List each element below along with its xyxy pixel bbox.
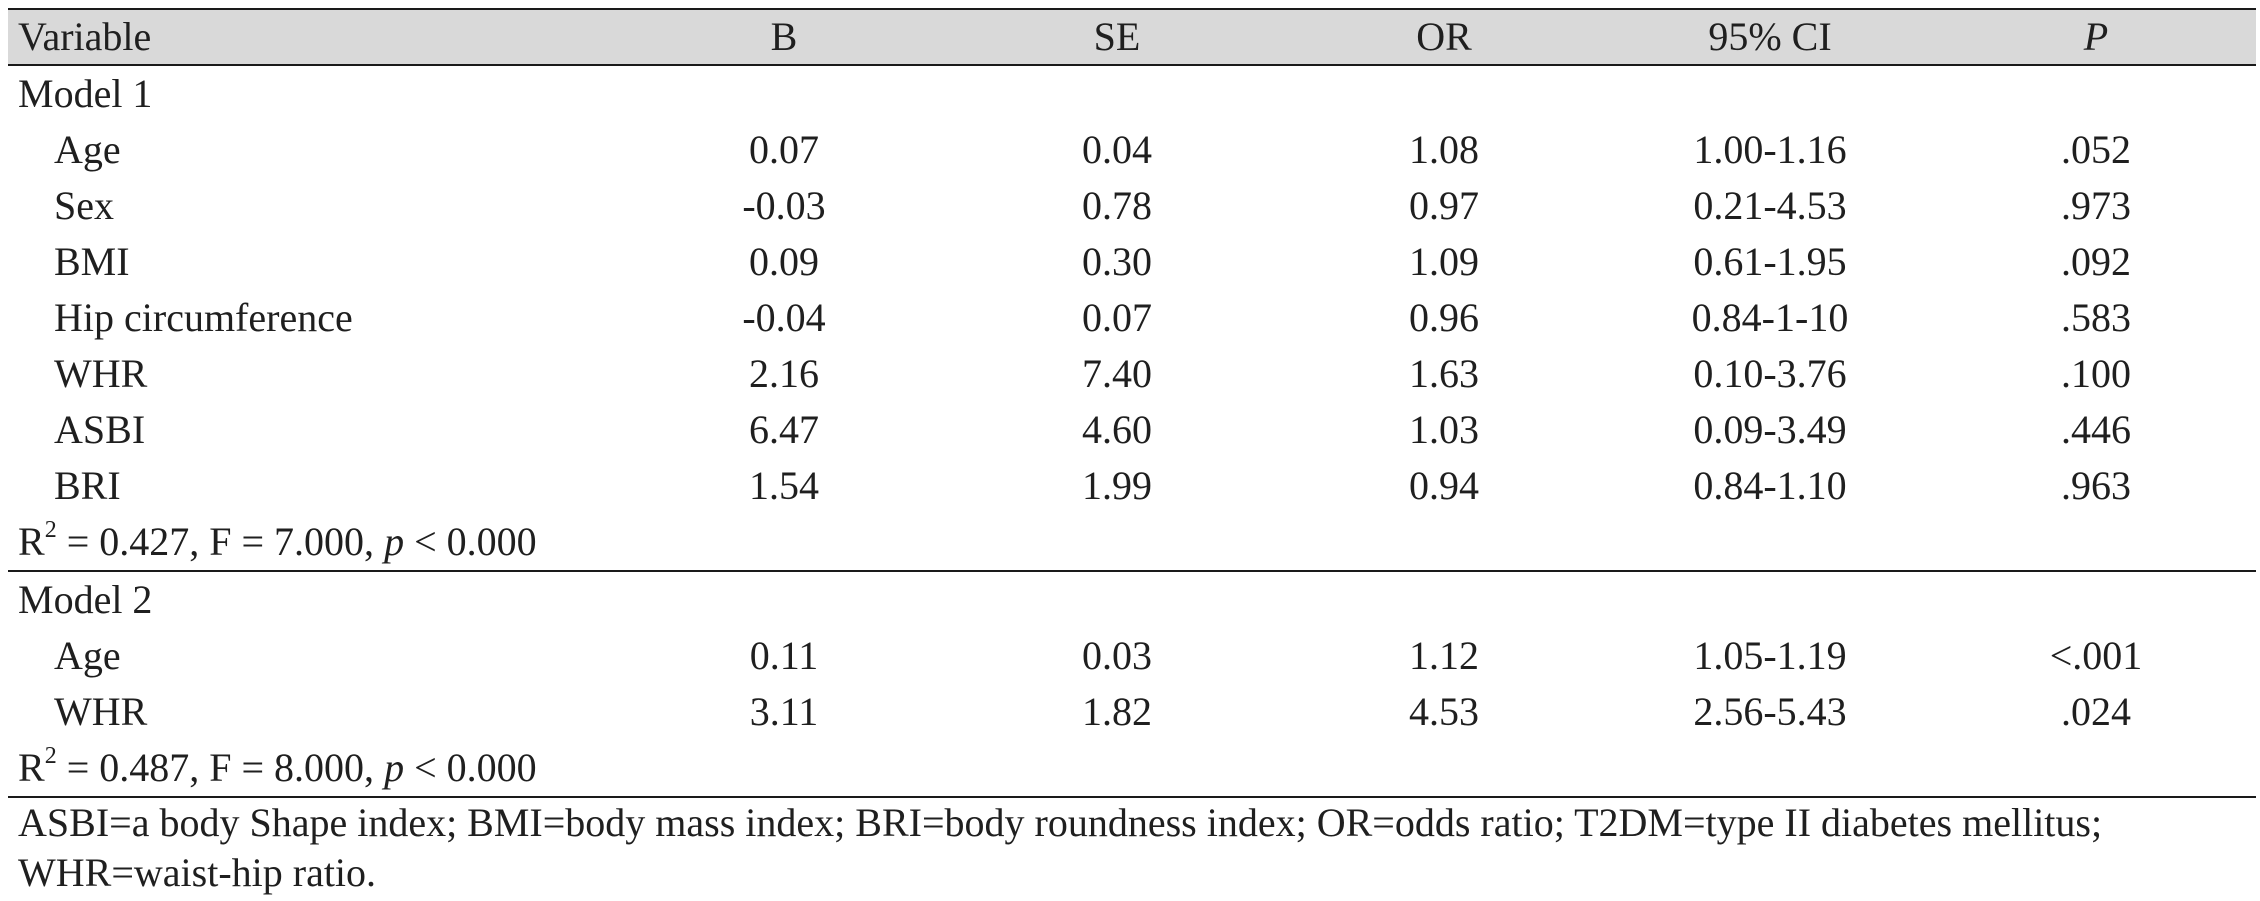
se-cell: 1.99 — [1082, 463, 1152, 508]
header-ci: 95% CI — [1708, 14, 1832, 59]
p-cell: .100 — [2061, 351, 2131, 396]
b-cell: -0.03 — [742, 183, 826, 228]
variable-cell: BRI — [54, 463, 121, 508]
table-row: Sex -0.03 0.78 0.97 0.21-4.53 .973 — [8, 178, 2256, 234]
se-cell: 4.60 — [1082, 407, 1152, 452]
table-footnote: ASBI=a body Shape index; BMI=body mass i… — [18, 798, 2248, 898]
or-cell: 0.97 — [1409, 183, 1479, 228]
se-cell: 0.03 — [1082, 633, 1152, 678]
table-row: BMI 0.09 0.30 1.09 0.61-1.95 .092 — [8, 234, 2256, 290]
se-cell: 7.40 — [1082, 351, 1152, 396]
model2-title: Model 2 — [18, 577, 153, 622]
variable-cell: BMI — [54, 239, 130, 284]
stat-p: p — [384, 745, 405, 790]
model2-stats: R2 = 0.487, F = 8.000, p < 0.000 — [18, 740, 537, 796]
or-cell: 1.63 — [1409, 351, 1479, 396]
ci-cell: 2.56-5.43 — [1693, 689, 1847, 734]
stat-eq: = 0.427, F = 7.000, — [56, 519, 385, 564]
table-row: ASBI 6.47 4.60 1.03 0.09-3.49 .446 — [8, 402, 2256, 458]
or-cell: 0.96 — [1409, 295, 1479, 340]
or-cell: 1.12 — [1409, 633, 1479, 678]
se-cell: 1.82 — [1082, 689, 1152, 734]
p-cell: .963 — [2061, 463, 2131, 508]
model2-stats-row: R2 = 0.487, F = 8.000, p < 0.000 — [8, 740, 2256, 796]
model1-stats-row: R2 = 0.427, F = 7.000, p < 0.000 — [8, 514, 2256, 570]
footnote-line-1: ASBI=a body Shape index; BMI=body mass i… — [18, 800, 2103, 845]
b-cell: 3.11 — [749, 689, 819, 734]
se-cell: 0.30 — [1082, 239, 1152, 284]
b-cell: 2.16 — [749, 351, 819, 396]
variable-cell: ASBI — [54, 407, 146, 452]
model1-title-row: Model 1 — [8, 66, 2256, 122]
variable-cell: Sex — [54, 183, 114, 228]
b-cell: -0.04 — [742, 295, 826, 340]
header-b: B — [770, 14, 798, 59]
stat-sup: 2 — [44, 742, 57, 769]
stat-tail: < 0.000 — [404, 519, 537, 564]
stat-r: R — [18, 745, 45, 790]
table-row: Hip circumference -0.04 0.07 0.96 0.84-1… — [8, 290, 2256, 346]
p-cell: .092 — [2061, 239, 2131, 284]
header-p: P — [2083, 14, 2109, 59]
variable-cell: Hip circumference — [54, 295, 353, 340]
p-cell: .446 — [2061, 407, 2131, 452]
footnote-rule — [8, 796, 2256, 798]
variable-cell: Age — [54, 633, 121, 678]
or-cell: 1.08 — [1409, 127, 1479, 172]
or-cell: 4.53 — [1409, 689, 1479, 734]
table-row: WHR 3.11 1.82 4.53 2.56-5.43 .024 — [8, 684, 2256, 740]
p-cell: .583 — [2061, 295, 2131, 340]
p-cell: <.001 — [2049, 633, 2143, 678]
ci-cell: 0.84-1-10 — [1691, 295, 1849, 340]
se-cell: 0.07 — [1082, 295, 1152, 340]
ci-cell: 1.00-1.16 — [1693, 127, 1847, 172]
b-cell: 6.47 — [749, 407, 819, 452]
or-cell: 1.03 — [1409, 407, 1479, 452]
p-cell: .052 — [2061, 127, 2131, 172]
stat-tail: < 0.000 — [404, 745, 537, 790]
footnote-line-2: WHR=waist-hip ratio. — [18, 850, 377, 895]
b-cell: 0.11 — [749, 633, 819, 678]
ci-cell: 0.09-3.49 — [1693, 407, 1847, 452]
header-or: OR — [1416, 14, 1472, 59]
table-row: Age 0.07 0.04 1.08 1.00-1.16 .052 — [8, 122, 2256, 178]
se-cell: 0.04 — [1082, 127, 1152, 172]
model2-title-row: Model 2 — [8, 570, 2256, 628]
model1-title: Model 1 — [18, 71, 153, 116]
b-cell: 0.07 — [749, 127, 819, 172]
stat-p: p — [384, 519, 405, 564]
stat-sup: 2 — [44, 516, 57, 543]
p-cell: .024 — [2061, 689, 2131, 734]
ci-cell: 0.21-4.53 — [1693, 183, 1847, 228]
regression-table: Variable B SE OR 95% CI P Model 1 Age 0.… — [8, 8, 2256, 798]
stat-r: R — [18, 519, 45, 564]
table-row: WHR 2.16 7.40 1.63 0.10-3.76 .100 — [8, 346, 2256, 402]
b-cell: 1.54 — [749, 463, 819, 508]
or-cell: 1.09 — [1409, 239, 1479, 284]
ci-cell: 0.84-1.10 — [1693, 463, 1847, 508]
stat-eq: = 0.487, F = 8.000, — [56, 745, 385, 790]
model1-stats: R2 = 0.427, F = 7.000, p < 0.000 — [18, 514, 537, 570]
table-row: Age 0.11 0.03 1.12 1.05-1.19 <.001 — [8, 628, 2256, 684]
se-cell: 0.78 — [1082, 183, 1152, 228]
ci-cell: 0.10-3.76 — [1693, 351, 1847, 396]
header-variable: Variable — [18, 14, 152, 59]
b-cell: 0.09 — [749, 239, 819, 284]
variable-cell: Age — [54, 127, 121, 172]
table-header-row: Variable B SE OR 95% CI P — [8, 8, 2256, 66]
variable-cell: WHR — [54, 689, 148, 734]
ci-cell: 1.05-1.19 — [1693, 633, 1847, 678]
or-cell: 0.94 — [1409, 463, 1479, 508]
header-se: SE — [1093, 14, 1141, 59]
ci-cell: 0.61-1.95 — [1693, 239, 1847, 284]
table-row: BRI 1.54 1.99 0.94 0.84-1.10 .963 — [8, 458, 2256, 514]
variable-cell: WHR — [54, 351, 148, 396]
p-cell: .973 — [2061, 183, 2131, 228]
